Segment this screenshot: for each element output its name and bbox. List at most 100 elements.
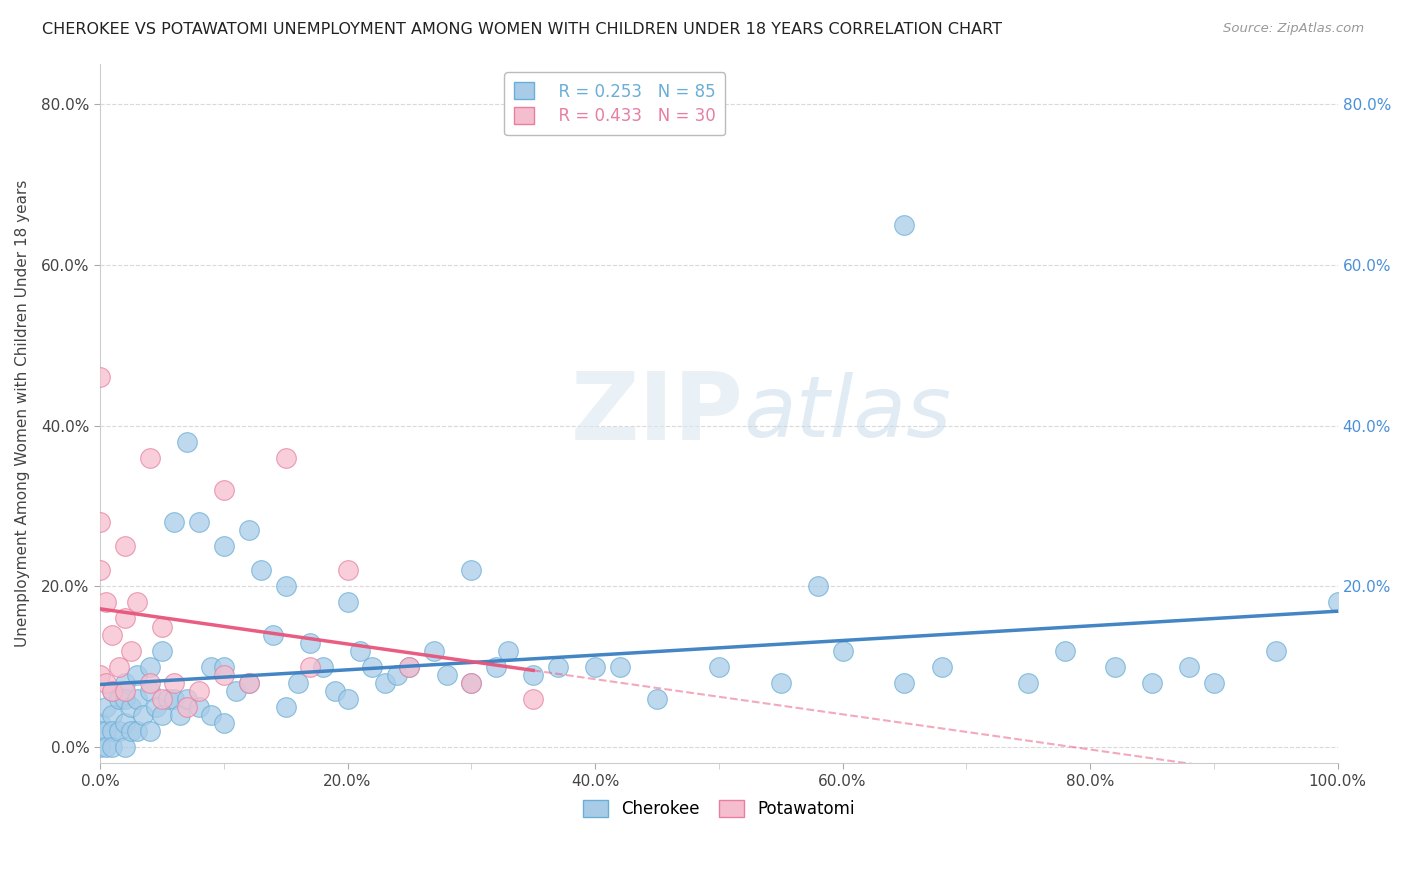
Point: [127, 723, 149, 738]
Point: [1140, 675, 1163, 690]
Point: [1202, 675, 1225, 690]
Point: [188, 699, 211, 714]
Point: [436, 667, 458, 681]
Point: [893, 218, 915, 232]
Point: [349, 643, 371, 657]
Point: [138, 723, 160, 738]
Point: [150, 643, 173, 657]
Point: [89, 515, 111, 529]
Point: [212, 667, 235, 681]
Point: [1017, 675, 1039, 690]
Point: [127, 667, 149, 681]
Point: [96, 740, 118, 755]
Point: [114, 740, 136, 755]
Point: [96, 595, 118, 609]
Point: [274, 579, 297, 593]
Point: [522, 691, 544, 706]
Point: [101, 740, 124, 755]
Point: [212, 659, 235, 673]
Point: [176, 699, 198, 714]
Point: [120, 643, 142, 657]
Point: [645, 691, 668, 706]
Point: [157, 691, 180, 706]
Point: [107, 691, 129, 706]
Point: [1104, 659, 1126, 673]
Point: [212, 483, 235, 497]
Point: [583, 659, 606, 673]
Text: CHEROKEE VS POTAWATOMI UNEMPLOYMENT AMONG WOMEN WITH CHILDREN UNDER 18 YEARS COR: CHEROKEE VS POTAWATOMI UNEMPLOYMENT AMON…: [42, 22, 1002, 37]
Point: [138, 450, 160, 465]
Point: [262, 627, 284, 641]
Text: Source: ZipAtlas.com: Source: ZipAtlas.com: [1223, 22, 1364, 36]
Point: [101, 723, 124, 738]
Point: [707, 659, 730, 673]
Point: [89, 723, 111, 738]
Point: [96, 675, 118, 690]
Point: [107, 723, 129, 738]
Point: [323, 683, 346, 698]
Point: [114, 691, 136, 706]
Point: [336, 563, 359, 577]
Point: [238, 675, 260, 690]
Point: [361, 659, 384, 673]
Point: [460, 675, 482, 690]
Point: [114, 539, 136, 553]
Point: [1054, 643, 1077, 657]
Point: [114, 683, 136, 698]
Point: [138, 675, 160, 690]
Point: [145, 699, 167, 714]
Point: [547, 659, 569, 673]
Point: [120, 699, 142, 714]
Point: [931, 659, 953, 673]
Point: [238, 523, 260, 537]
Point: [374, 675, 396, 690]
Point: [163, 515, 186, 529]
Point: [238, 675, 260, 690]
Point: [299, 659, 322, 673]
Point: [1178, 659, 1201, 673]
Point: [132, 707, 155, 722]
Point: [212, 715, 235, 730]
Point: [150, 619, 173, 633]
Point: [274, 699, 297, 714]
Point: [176, 691, 198, 706]
Point: [1326, 595, 1348, 609]
Point: [114, 675, 136, 690]
Point: [188, 683, 211, 698]
Point: [831, 643, 853, 657]
Point: [336, 691, 359, 706]
Y-axis label: Unemployment Among Women with Children Under 18 years: Unemployment Among Women with Children U…: [15, 180, 30, 648]
Point: [150, 707, 173, 722]
Point: [498, 643, 520, 657]
Point: [163, 675, 186, 690]
Point: [89, 370, 111, 384]
Point: [1264, 643, 1286, 657]
Point: [398, 659, 420, 673]
Point: [212, 539, 235, 553]
Point: [169, 707, 191, 722]
Point: [250, 563, 273, 577]
Point: [609, 659, 631, 673]
Point: [312, 659, 335, 673]
Point: [299, 635, 322, 649]
Point: [127, 595, 149, 609]
Point: [485, 659, 508, 673]
Point: [163, 691, 186, 706]
Point: [107, 659, 129, 673]
Text: ZIP: ZIP: [571, 368, 744, 459]
Legend: Cherokee, Potawatomi: Cherokee, Potawatomi: [576, 793, 862, 825]
Point: [807, 579, 830, 593]
Point: [89, 715, 111, 730]
Point: [101, 707, 124, 722]
Point: [200, 707, 222, 722]
Point: [460, 563, 482, 577]
Point: [522, 667, 544, 681]
Point: [96, 723, 118, 738]
Point: [398, 659, 420, 673]
Point: [769, 675, 792, 690]
Point: [225, 683, 247, 698]
Point: [101, 683, 124, 698]
Text: atlas: atlas: [744, 372, 952, 455]
Point: [274, 450, 297, 465]
Point: [150, 691, 173, 706]
